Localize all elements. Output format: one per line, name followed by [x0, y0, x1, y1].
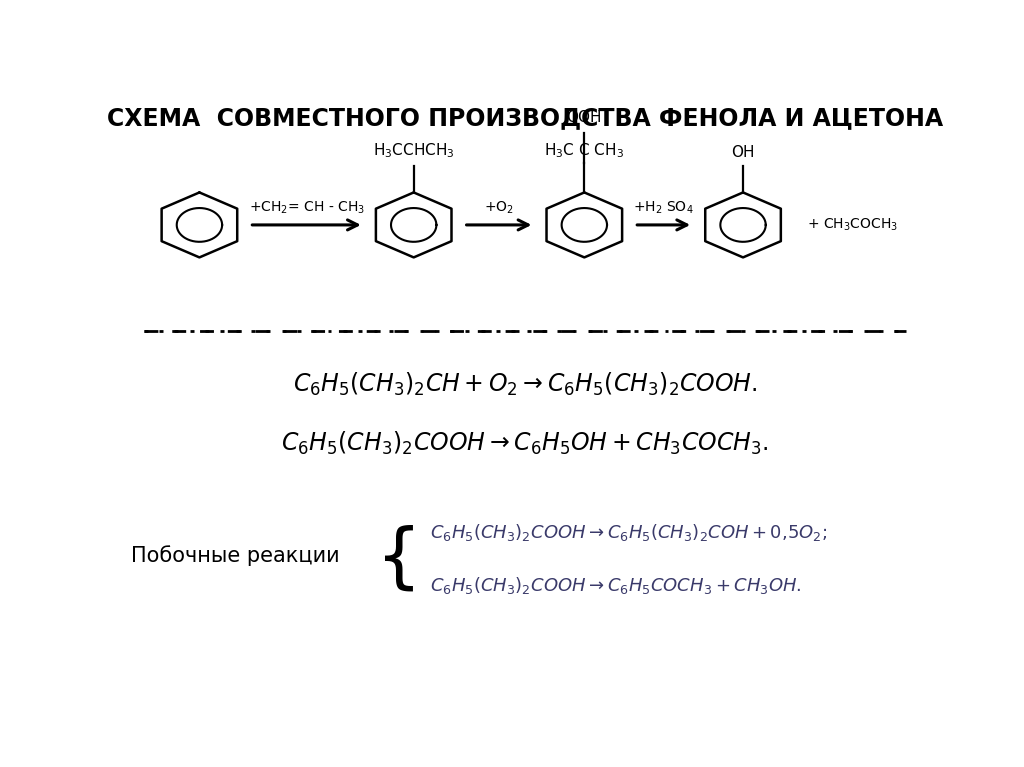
Text: $C_6H_5(CH_3)_2COOH \rightarrow C_6H_5COCH_3 + CH_3OH.$: $C_6H_5(CH_3)_2COOH \rightarrow C_6H_5CO…	[430, 574, 801, 596]
Text: Побочные реакции: Побочные реакции	[131, 545, 339, 566]
Text: +CH$_2$= CH - CH$_3$: +CH$_2$= CH - CH$_3$	[249, 199, 365, 216]
Text: + CH$_3$COCH$_3$: + CH$_3$COCH$_3$	[807, 217, 898, 233]
Text: $C_6H_5(CH_3)_2CH + O_2 \rightarrow C_6H_5(CH_3)_2COOH.$: $C_6H_5(CH_3)_2CH + O_2 \rightarrow C_6H…	[293, 370, 757, 398]
Text: H$_3$CCHCH$_3$: H$_3$CCHCH$_3$	[373, 141, 455, 160]
Text: H$_3$C C CH$_3$: H$_3$C C CH$_3$	[545, 141, 625, 160]
Text: $C_6H_5(CH_3)_2COOH \rightarrow C_6H_5OH + CH_3COCH_3.$: $C_6H_5(CH_3)_2COOH \rightarrow C_6H_5OH…	[281, 430, 769, 457]
Text: СХЕМА  СОВМЕСТНОГО ПРОИЗВОДСТВА ФЕНОЛА И АЦЕТОНА: СХЕМА СОВМЕСТНОГО ПРОИЗВОДСТВА ФЕНОЛА И …	[106, 107, 943, 130]
Text: {: {	[376, 524, 422, 593]
Text: $C_6H_5(CH_3)_2COOH \rightarrow C_6H_5(CH_3)_2COH + 0{,}5O_2;$: $C_6H_5(CH_3)_2COOH \rightarrow C_6H_5(C…	[430, 522, 826, 542]
Text: OH: OH	[731, 145, 755, 160]
Text: +O$_2$: +O$_2$	[484, 199, 514, 216]
Text: OOH: OOH	[566, 110, 602, 124]
Text: +H$_2$ SO$_4$: +H$_2$ SO$_4$	[634, 199, 694, 216]
